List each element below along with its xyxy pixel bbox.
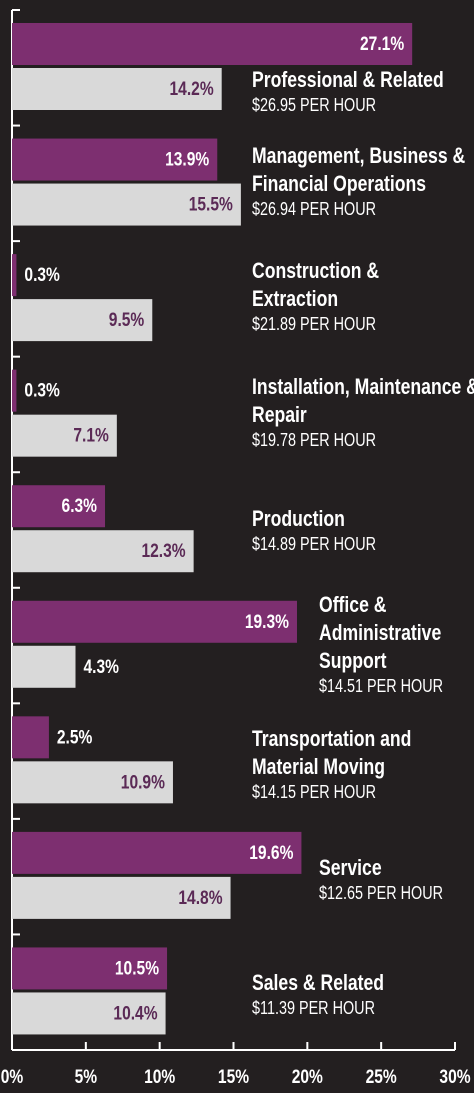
value-label: 14.8%: [178, 886, 222, 908]
value-label: 15.5%: [189, 193, 233, 215]
wage-label: $26.95 PER HOUR: [252, 95, 377, 115]
wage-label: $12.65 PER HOUR: [319, 883, 444, 903]
value-label: 12.3%: [141, 540, 185, 562]
bar: [12, 183, 241, 226]
value-label: 0.3%: [24, 264, 59, 286]
category-label: Management, Business & Financial Operati…: [252, 142, 472, 220]
value-label: 9.5%: [109, 309, 144, 331]
value-label: 10.5%: [115, 957, 159, 979]
value-label: 13.9%: [165, 148, 209, 170]
value-label: 27.1%: [360, 33, 404, 55]
wage-label: $26.94 PER HOUR: [252, 199, 377, 219]
value-label: 2.5%: [57, 726, 92, 748]
bar: [12, 600, 297, 643]
wage-label: $19.78 PER HOUR: [252, 430, 377, 450]
wage-label: $14.51 PER HOUR: [319, 676, 444, 696]
bar: [12, 369, 17, 412]
category-label: Transportation and Material Moving $14.15…: [252, 725, 444, 803]
category-label: Installation, Maintenance & Repair $19.78…: [252, 373, 474, 451]
value-label: 6.3%: [62, 495, 97, 517]
category-label: Construction & Extraction $21.89 PER HOUR: [252, 257, 412, 335]
bar: [12, 485, 106, 528]
value-label: 7.1%: [73, 424, 108, 446]
wage-label: $11.39 PER HOUR: [252, 998, 375, 1018]
x-tick-label: 25%: [366, 1066, 397, 1088]
bar: [12, 876, 231, 919]
category-label: Production $14.89 PER HOUR: [252, 505, 474, 555]
bar: [12, 645, 76, 688]
category-name: Production: [252, 506, 345, 531]
wage-label: $14.89 PER HOUR: [252, 534, 377, 554]
category-name: Transportation and Material Moving: [252, 726, 412, 779]
bar: [12, 530, 194, 573]
category-name: Professional & Related: [252, 67, 444, 92]
x-tick-label: 0%: [1, 1066, 24, 1088]
bar: [12, 299, 153, 342]
category-label: Professional & Related $26.95 PER HOUR: [252, 66, 474, 116]
x-tick-label: 10%: [144, 1066, 175, 1088]
category-name: Management, Business & Financial Operati…: [252, 143, 466, 196]
bar: [12, 761, 173, 804]
x-tick-label: 30%: [439, 1066, 470, 1088]
wage-label: $21.89 PER HOUR: [252, 314, 377, 334]
bar: [12, 23, 413, 65]
bar: [12, 254, 17, 297]
bar: [12, 831, 302, 874]
x-tick-label: 15%: [218, 1066, 249, 1088]
category-name: Installation, Maintenance & Repair: [252, 374, 474, 427]
value-label: 0.3%: [24, 379, 59, 401]
bar: [12, 992, 166, 1035]
x-tick-label: 5%: [75, 1066, 98, 1088]
bar: [12, 414, 117, 457]
category-name: Service: [319, 855, 382, 880]
category-label: Sales & Related $11.39 PER HOUR: [252, 969, 474, 1019]
value-label: 14.2%: [170, 78, 214, 100]
bar: [12, 68, 222, 110]
value-label: 4.3%: [83, 655, 118, 677]
x-tick-label: 20%: [292, 1066, 323, 1088]
category-name: Construction & Extraction: [252, 258, 380, 311]
value-label: 10.4%: [113, 1002, 157, 1024]
category-label: Office & Administrative Support $14.51 PE…: [319, 591, 471, 697]
category-name: Office & Administrative Support: [319, 592, 442, 673]
value-label: 19.6%: [249, 841, 293, 863]
bar: [12, 138, 218, 181]
wage-label: $14.15 PER HOUR: [252, 782, 377, 802]
value-label: 10.9%: [121, 771, 165, 793]
bar: [12, 947, 168, 990]
category-name: Sales & Related: [252, 970, 385, 995]
value-label: 19.3%: [245, 610, 289, 632]
category-label: Service $12.65 PER HOUR: [319, 854, 474, 904]
bar: [12, 716, 49, 759]
